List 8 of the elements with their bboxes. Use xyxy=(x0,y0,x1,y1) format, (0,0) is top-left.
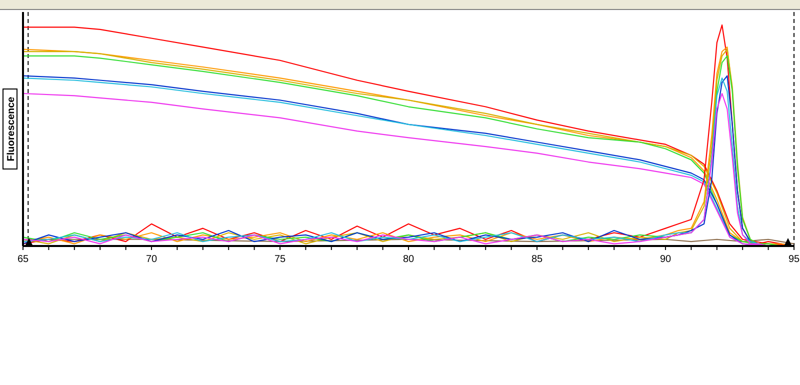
x-tick-label: 70 xyxy=(146,254,158,265)
x-tick-label: 75 xyxy=(274,254,286,265)
x-tick-label: 85 xyxy=(531,254,543,265)
x-tick-label: 90 xyxy=(660,254,672,265)
y-axis-title: Fluorescence xyxy=(6,96,17,162)
x-tick-label: 65 xyxy=(17,254,29,265)
x-tick-label: 95 xyxy=(788,254,800,265)
x-tick-label: 80 xyxy=(402,254,414,265)
